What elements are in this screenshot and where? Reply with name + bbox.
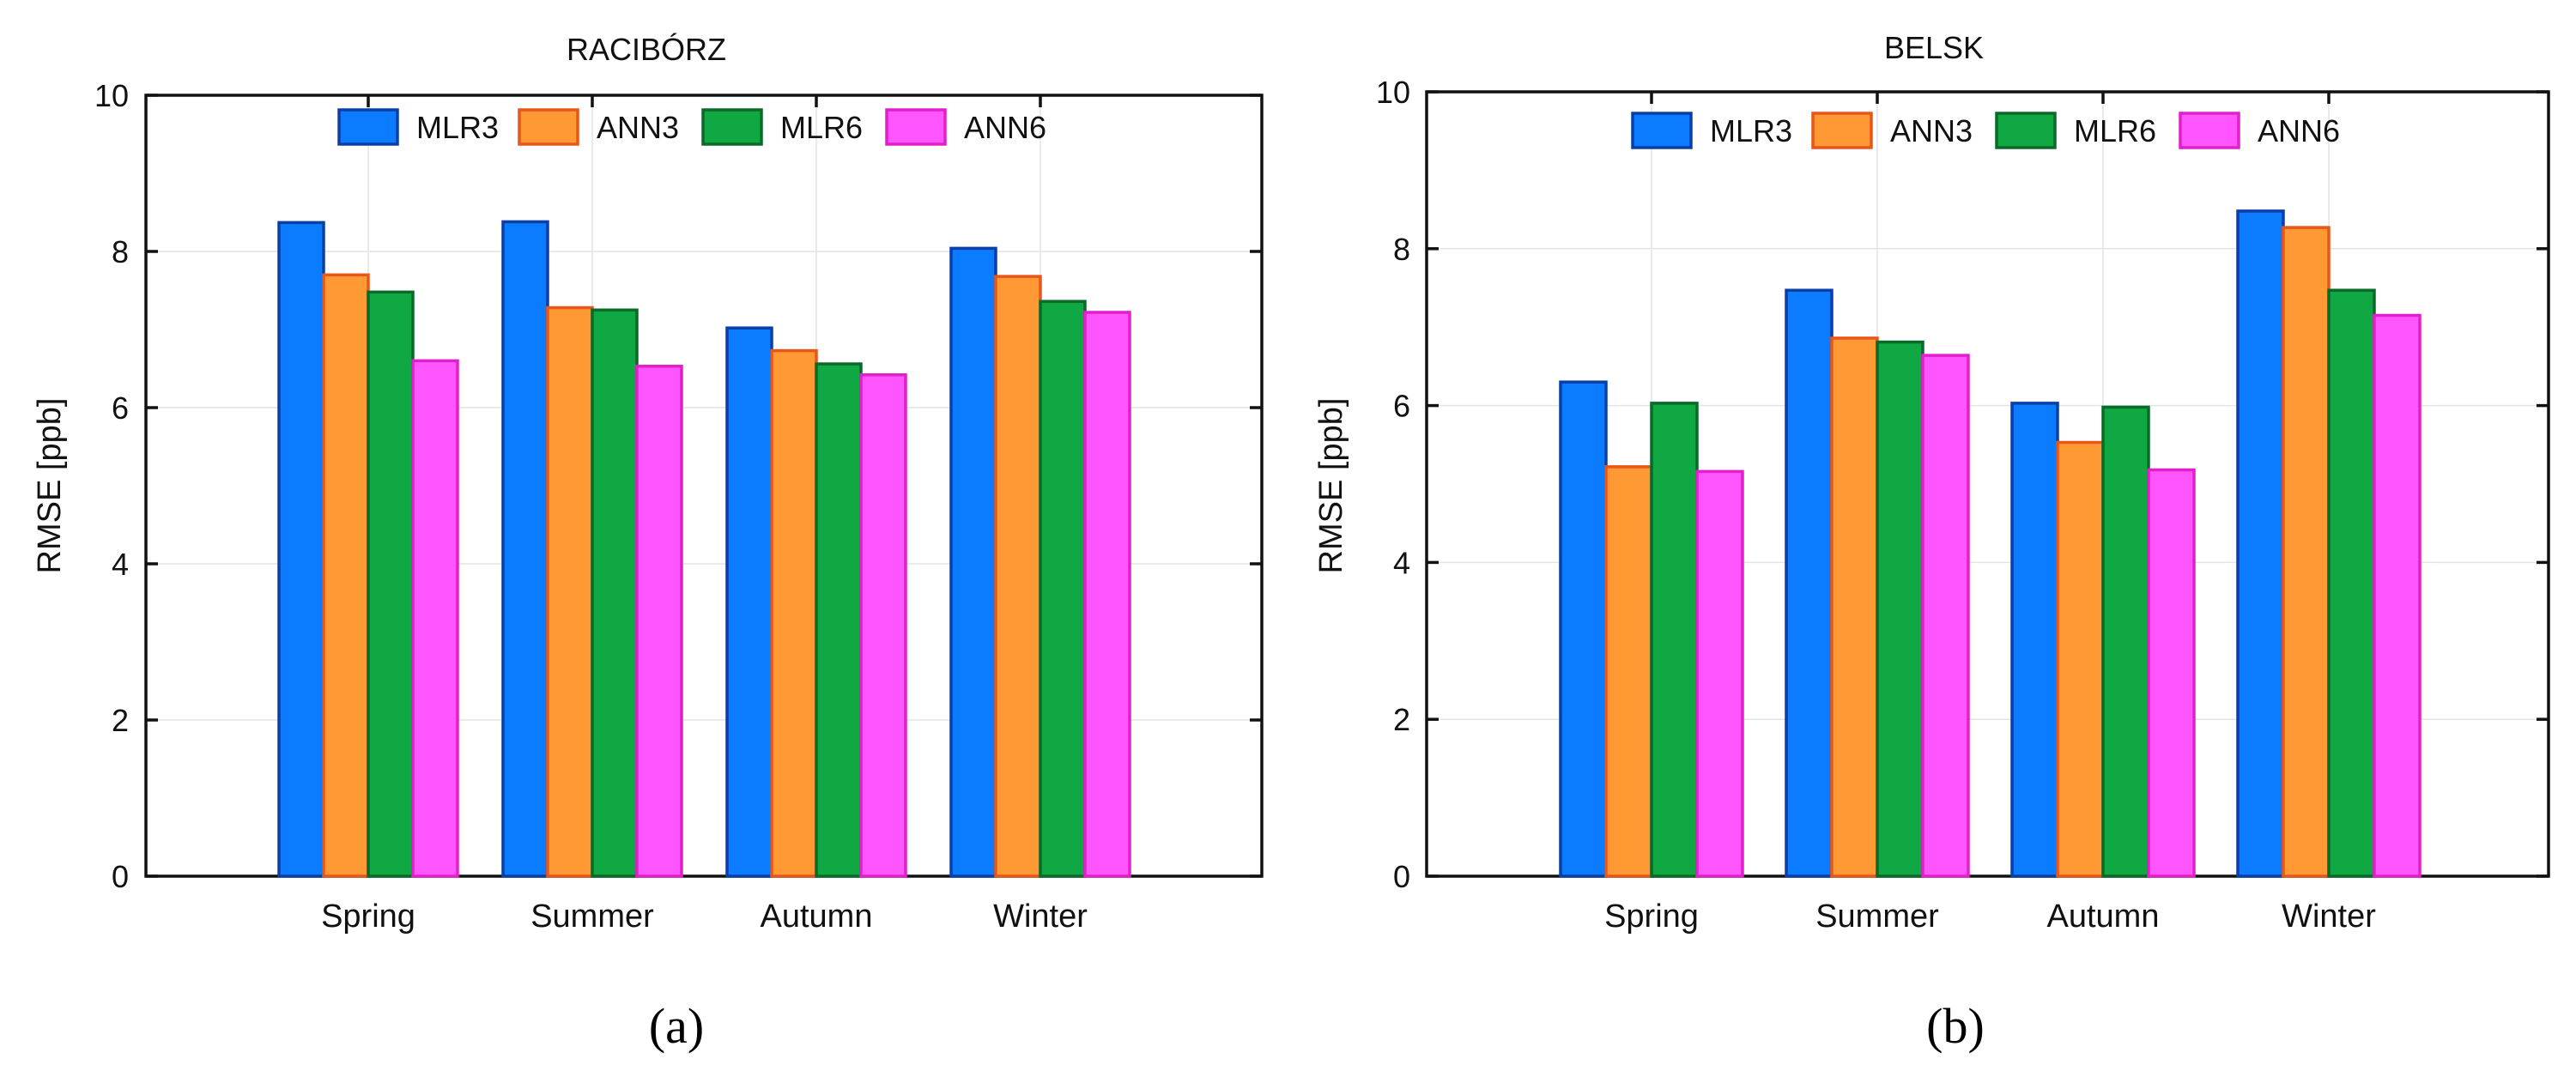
bar-ann3-winter: [2282, 226, 2331, 878]
legend-swatch-mlr3: [337, 108, 399, 146]
y-tick-label: 4: [1393, 545, 1410, 580]
legend-label-mlr6: MLR6: [780, 110, 863, 145]
bar-mlr3-winter: [949, 246, 997, 878]
x-tick-label-winter: Winter: [2282, 898, 2376, 935]
y-tick-label: 6: [112, 390, 129, 426]
legend-swatch-ann6: [885, 108, 947, 146]
y-axis-label: RMSE [ppb]: [32, 398, 68, 574]
plot-frame: [1425, 90, 2550, 878]
bar-ann6-spring: [1695, 469, 1744, 878]
bar-mlr6-winter: [1039, 299, 1087, 878]
bar-mlr3-autumn: [2010, 402, 2059, 878]
y-tick-label: 8: [112, 234, 129, 269]
bar-ann3-summer: [546, 306, 594, 878]
legend-label-ann3: ANN3: [597, 110, 679, 145]
x-tick-label-spring: Spring: [1604, 898, 1699, 935]
bar-ann3-spring: [322, 273, 370, 878]
x-axis-labels: Spring Summer Autumn Winter: [321, 898, 1088, 935]
bar-ann6-autumn: [859, 373, 907, 878]
x-tick-label-spring: Spring: [321, 898, 415, 935]
legend-label-mlr6: MLR6: [2074, 113, 2156, 148]
bar-mlr3-autumn: [725, 326, 773, 878]
bar-ann3-spring: [1604, 465, 1653, 878]
x-tick-label-summer: Summer: [1815, 898, 1939, 935]
legend-swatch-ann6: [2179, 112, 2240, 149]
x-tick-label-summer: Summer: [530, 898, 654, 935]
y-tick-label: 2: [1393, 702, 1410, 737]
bar-mlr3-winter: [2236, 209, 2285, 878]
chart-panel-raciborz: 0 2 4 6 8 10 Spring Summer Autumn Winter MLR3 ANN…: [32, 32, 1264, 1054]
legend-label-mlr3: MLR3: [416, 110, 499, 145]
bar-mlr6-summer: [1876, 340, 1924, 878]
y-tick-label: 10: [1376, 75, 1410, 110]
y-tick-label: 0: [1393, 859, 1410, 894]
y-tick-label: 10: [94, 78, 129, 113]
bar-mlr6-autumn: [2101, 405, 2150, 878]
bar-mlr6-summer: [591, 308, 639, 878]
legend-swatch-ann3: [518, 108, 579, 146]
bar-ann6-autumn: [2147, 468, 2196, 878]
legend: MLR3 ANN3 MLR6 ANN6: [337, 108, 1046, 146]
bar-mlr3-summer: [1785, 288, 1834, 878]
chart-panel-belsk: 0 2 4 6 8 10 Spring Summer Autumn Winter MLR3 ANN…: [1313, 30, 2550, 1054]
bar-ann6-winter: [2373, 313, 2421, 878]
bar-mlr6-winter: [2327, 288, 2376, 878]
legend-label-ann6: ANN6: [2258, 113, 2340, 148]
y-tick-label: 2: [112, 703, 129, 738]
chart-title: BELSK: [1884, 30, 1984, 65]
bar-mlr6-spring: [367, 290, 415, 878]
bar-ann3-winter: [994, 275, 1042, 878]
bar-ann3-autumn: [2056, 440, 2105, 878]
bars: [277, 220, 1131, 878]
y-tick-label: 6: [1393, 389, 1410, 424]
legend-label-ann6: ANN6: [964, 110, 1046, 145]
x-tick-label-autumn: Autumn: [761, 898, 873, 935]
legend-label-ann3: ANN3: [1890, 113, 1973, 148]
x-tick-label-winter: Winter: [993, 898, 1088, 935]
y-tick-label: 8: [1393, 232, 1410, 267]
legend-swatch-mlr3: [1631, 112, 1693, 149]
bar-ann6-summer: [635, 365, 683, 878]
legend-label-mlr3: MLR3: [1710, 113, 1792, 148]
bars: [1559, 209, 2421, 878]
bar-mlr3-spring: [277, 221, 325, 878]
y-tick-label: 4: [112, 547, 129, 582]
bar-ann6-summer: [1921, 354, 1970, 878]
bar-ann3-summer: [1830, 336, 1879, 878]
y-axis-ticks: 0 2 4 6 8 10: [1376, 75, 2549, 894]
bar-mlr6-spring: [1650, 402, 1699, 878]
bar-ann6-spring: [411, 359, 459, 878]
panel-caption: (b): [1926, 998, 1985, 1054]
legend-swatch-mlr6: [1995, 112, 2057, 149]
y-tick-label: 0: [112, 859, 129, 894]
panel-caption: (a): [649, 998, 704, 1054]
legend-swatch-mlr6: [701, 108, 763, 146]
legend-swatch-ann3: [1811, 112, 1873, 149]
chart-title: RACIBÓRZ: [567, 32, 726, 67]
x-axis-labels: Spring Summer Autumn Winter: [1604, 898, 2376, 935]
x-tick-label-autumn: Autumn: [2047, 898, 2160, 935]
plot-frame: [144, 94, 1264, 878]
y-axis-label: RMSE [ppb]: [1313, 398, 1349, 574]
bar-mlr3-spring: [1559, 380, 1608, 878]
bar-mlr3-summer: [501, 220, 549, 878]
bar-ann3-autumn: [770, 348, 818, 878]
bar-mlr6-autumn: [815, 362, 863, 878]
bar-ann6-winter: [1083, 311, 1131, 878]
legend: MLR3 ANN3 MLR6 ANN6: [1631, 112, 2340, 149]
